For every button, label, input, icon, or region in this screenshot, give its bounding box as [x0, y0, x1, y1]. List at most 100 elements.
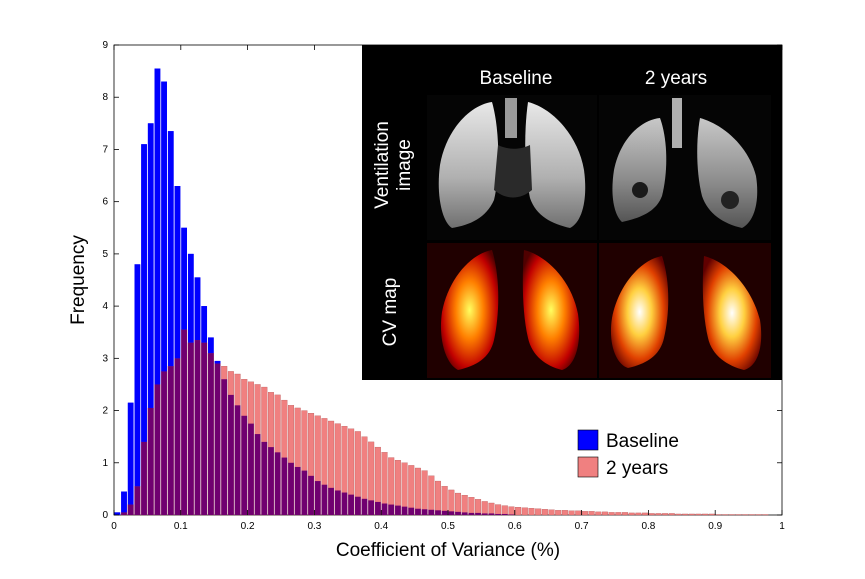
bar-overlap — [334, 490, 341, 515]
bar-overlap — [214, 363, 221, 515]
bar-2years — [495, 504, 502, 516]
bar-overlap — [388, 504, 395, 515]
bar-2years — [588, 511, 595, 516]
bar-baseline-excess — [181, 227, 187, 330]
bar-overlap — [308, 475, 314, 515]
inset-row-label-ventilation-line1: Ventilation — [372, 121, 393, 209]
bar-overlap — [281, 457, 288, 515]
x-tick-label: 0.5 — [441, 521, 455, 532]
x-tick-label: 0.1 — [174, 521, 188, 532]
bar-overlap — [435, 510, 441, 515]
bar-2years — [715, 514, 722, 516]
x-tick-label: 0.9 — [708, 521, 722, 532]
x-tick-label: 0.4 — [374, 521, 388, 532]
bar-overlap — [441, 510, 448, 515]
bar-2years — [461, 495, 468, 516]
bar-overlap — [288, 462, 294, 515]
bar-2years — [608, 512, 615, 516]
bar-2years — [695, 513, 702, 516]
legend-label-baseline: Baseline — [606, 431, 679, 452]
bar-2years — [635, 512, 642, 516]
bar-2years — [421, 470, 428, 516]
x-tick-label: 0 — [111, 521, 117, 532]
bar-overlap — [274, 452, 281, 515]
bar-baseline-excess — [208, 337, 214, 354]
bar-overlap — [154, 384, 161, 515]
bar-overlap — [254, 434, 261, 515]
bar-2years — [508, 506, 515, 516]
bar-overlap — [301, 470, 308, 515]
bar-2years — [488, 502, 495, 516]
bar-2years — [575, 510, 582, 516]
bar-overlap — [395, 505, 401, 515]
bar-overlap — [181, 329, 187, 515]
bar-2years — [535, 508, 542, 516]
inset-row-label-cv-map: CV map — [380, 278, 401, 347]
two-years-ventilation-image — [599, 95, 771, 240]
x-tick-label: 0.8 — [641, 521, 655, 532]
bar-overlap — [248, 423, 254, 515]
bar-2years — [561, 510, 568, 516]
legend-swatch-2years — [577, 456, 599, 478]
bar-2years — [581, 511, 588, 516]
y-axis-label: Frequency — [68, 235, 89, 325]
bar-2years — [428, 475, 435, 516]
legend-label-2years: 2 years — [606, 458, 668, 479]
overlap-bars — [114, 68, 515, 515]
x-tick-label: 0.3 — [307, 521, 321, 532]
bar-overlap — [134, 486, 141, 515]
bar-overlap — [461, 512, 468, 515]
bar-overlap — [167, 366, 174, 515]
bar-overlap — [348, 494, 354, 515]
bar-2years — [515, 507, 522, 516]
inset-column-label-2years: 2 years — [645, 68, 707, 89]
bar-2years — [728, 514, 735, 516]
bar-2years — [742, 514, 749, 516]
bar-2years — [628, 512, 635, 516]
bar-overlap — [455, 511, 461, 515]
y-tick-label: 6 — [102, 197, 108, 208]
bar-overlap — [488, 513, 495, 515]
y-tick-label: 4 — [102, 301, 108, 312]
bar-overlap — [341, 492, 348, 515]
bar-overlap — [368, 500, 375, 515]
bar-2years — [662, 513, 669, 516]
bar-2years — [755, 514, 762, 516]
y-tick-label: 2 — [102, 406, 108, 417]
bar-2years — [762, 514, 769, 516]
legend: Baseline 2 years — [577, 429, 679, 479]
bar-2years — [481, 501, 488, 516]
x-axis-label: Coefficient of Variance (%) — [336, 540, 560, 561]
bar-overlap — [147, 407, 154, 515]
bar-2years — [595, 511, 602, 516]
bar-overlap — [481, 513, 488, 515]
x-tick-label: 0.2 — [241, 521, 255, 532]
bar-2years — [708, 513, 715, 516]
bar-baseline-excess — [114, 512, 121, 515]
bar-2years — [722, 514, 729, 516]
bar-overlap — [321, 484, 328, 515]
bar-baseline-excess — [194, 277, 201, 341]
bar-2years — [434, 480, 441, 516]
bar-2years — [448, 489, 455, 516]
bar-overlap — [501, 513, 508, 515]
bar-overlap — [381, 503, 388, 515]
bar-2years — [441, 486, 448, 516]
bar-overlap — [415, 508, 421, 515]
bar-2years — [682, 513, 689, 516]
bar-baseline-excess — [174, 186, 181, 359]
bar-2years — [541, 509, 548, 516]
bar-2years — [655, 513, 662, 516]
y-tick-label: 7 — [102, 144, 108, 155]
bar-baseline-excess — [167, 131, 174, 367]
bar-2years — [521, 507, 528, 516]
bar-overlap — [328, 487, 334, 515]
inset-row-label-ventilation-line2: image — [394, 139, 415, 191]
bar-overlap — [194, 340, 201, 515]
bar-overlap — [314, 481, 321, 515]
y-tick-label: 5 — [102, 249, 108, 260]
bar-overlap — [354, 496, 361, 515]
bar-baseline-excess — [187, 253, 194, 343]
bar-baseline-excess — [147, 123, 154, 408]
